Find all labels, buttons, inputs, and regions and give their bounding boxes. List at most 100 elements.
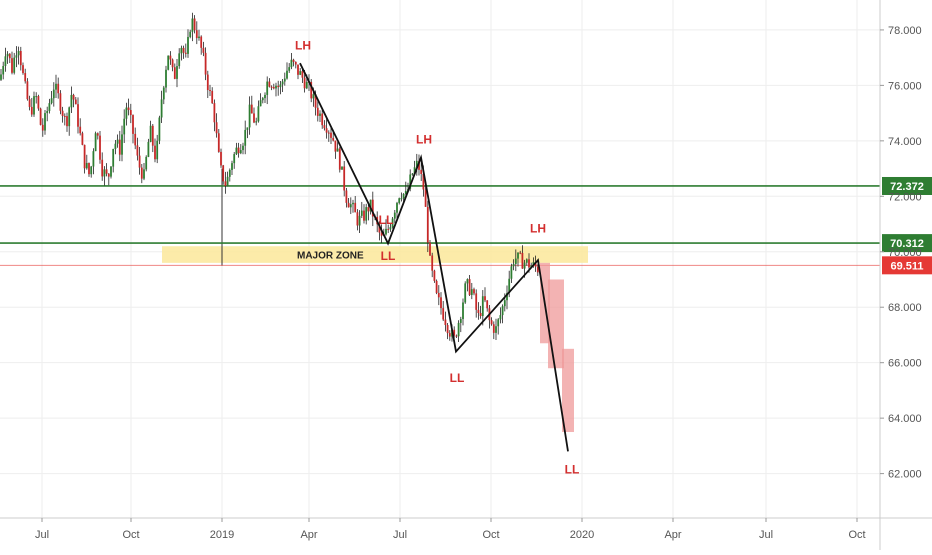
candle-body <box>464 283 467 303</box>
candle-body <box>354 202 357 213</box>
candle-body <box>248 104 251 128</box>
candle-body <box>415 160 418 168</box>
candle-body <box>462 302 464 320</box>
x-tick-label: 2019 <box>210 529 234 541</box>
candle-body <box>523 262 526 269</box>
level-label-bg-1 <box>882 234 932 253</box>
candle-body <box>321 113 324 126</box>
candle-body <box>473 289 475 294</box>
candle-body <box>528 259 530 268</box>
candle-body <box>22 65 24 74</box>
candle-body <box>90 166 93 175</box>
candle-body <box>457 322 460 337</box>
x-tick-label: Oct <box>122 529 139 541</box>
candle-body <box>147 141 150 157</box>
candle-body <box>198 36 200 39</box>
candle-body <box>499 315 502 320</box>
candle-body <box>37 96 40 109</box>
candle-body <box>345 190 348 203</box>
candle-body <box>323 125 326 129</box>
level-label-1: 70.312 <box>890 238 924 250</box>
candle-body <box>246 127 249 130</box>
candle-body <box>391 218 394 228</box>
candle-body <box>151 125 154 146</box>
candle-body <box>275 85 277 89</box>
candle-body <box>259 100 262 107</box>
candle-body <box>448 333 451 337</box>
structure-zigzag <box>299 62 569 452</box>
candle-body <box>182 47 185 53</box>
candle-body <box>503 300 506 307</box>
candle-body <box>222 165 225 182</box>
candle-body <box>404 190 407 194</box>
candle-body <box>46 110 49 114</box>
y-tick-label: 66.000 <box>888 358 922 370</box>
candle-body <box>367 207 370 212</box>
candle-body <box>303 77 306 89</box>
candle-body <box>288 67 291 71</box>
candle-body <box>176 66 178 79</box>
y-tick-label: 64.000 <box>888 413 922 425</box>
candle-body <box>389 227 392 230</box>
x-tick-label: Jul <box>759 529 773 541</box>
candle-body <box>525 259 528 263</box>
candle-body <box>277 85 280 88</box>
y-tick-label: 76.000 <box>888 80 922 92</box>
candle-body <box>501 306 504 316</box>
candle-body <box>24 73 27 82</box>
candle-body <box>437 292 440 298</box>
x-tick-label: Jul <box>35 529 49 541</box>
candle-body <box>257 106 260 122</box>
candle-body <box>334 140 337 152</box>
candle-body <box>19 50 22 66</box>
candle-body <box>17 50 20 56</box>
candle-body <box>140 167 143 179</box>
level-label-0: 72.372 <box>890 181 924 193</box>
projection-box-2 <box>562 348 574 433</box>
y-tick-label: 68.000 <box>888 302 922 314</box>
candle-body <box>26 81 29 100</box>
candle-body <box>380 232 383 236</box>
candle-body <box>13 57 16 73</box>
candle-body <box>255 121 258 123</box>
candle-body <box>426 206 429 243</box>
candle-body <box>365 207 368 221</box>
major-zone: MAJOR ZONE <box>162 168 588 266</box>
candle-body <box>281 81 284 85</box>
level-lines: 72.372 70.312 69.511 <box>0 176 932 275</box>
candle-body <box>398 198 401 203</box>
candle-body <box>35 96 38 98</box>
candle-body <box>173 67 176 79</box>
candle-body <box>30 106 33 115</box>
candle-body <box>396 202 398 213</box>
swing-label-ll: LL <box>379 213 394 227</box>
candle-body <box>235 147 238 155</box>
x-tick-label: Oct <box>848 529 865 541</box>
candle-body <box>466 279 469 284</box>
x-tick-label: Apr <box>300 529 317 541</box>
candle-body <box>286 70 288 79</box>
candle-body <box>83 144 86 169</box>
candle-body <box>70 94 73 108</box>
level-label-bg-2 <box>882 256 932 275</box>
candle-body <box>435 280 438 293</box>
candle-body <box>160 99 163 118</box>
candle-body <box>294 61 297 65</box>
candle-body <box>325 128 328 133</box>
candle-body <box>145 156 148 170</box>
candle-body <box>411 173 414 175</box>
candle-body <box>187 36 189 54</box>
candle-body <box>165 69 167 88</box>
candle-body <box>118 139 121 155</box>
candle-body <box>420 169 423 174</box>
y-tick-label: 78.000 <box>888 25 922 37</box>
candle-body <box>490 320 493 325</box>
candle-body <box>431 255 434 271</box>
candle-body <box>371 199 374 217</box>
candle-body <box>244 129 247 146</box>
candle-body <box>239 150 242 154</box>
candle-body <box>327 132 330 134</box>
y-tick-label: 62.000 <box>888 469 922 481</box>
